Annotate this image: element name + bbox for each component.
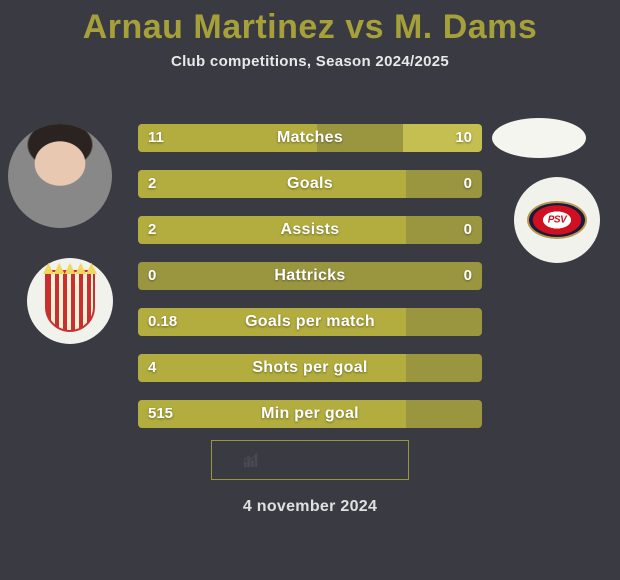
footer-site-badge[interactable]: FcTables.com: [211, 440, 409, 480]
stat-bar: 515Min per goal: [138, 400, 482, 428]
club-left-logo: [27, 258, 113, 344]
page-title: Arnau Martinez vs M. Dams: [0, 0, 620, 47]
footer-date: 4 november 2024: [0, 498, 620, 516]
psv-crest-icon: [527, 201, 587, 239]
player-right-photo: [492, 118, 586, 158]
stat-bar: 20Assists: [138, 216, 482, 244]
bar-label: Goals: [138, 170, 482, 198]
stat-bar: 20Goals: [138, 170, 482, 198]
bar-label: Goals per match: [138, 308, 482, 336]
footer-site-text: FcTables.com: [266, 450, 379, 470]
face-placeholder-icon: [8, 124, 112, 228]
stat-bar: 0.18Goals per match: [138, 308, 482, 336]
bar-label: Assists: [138, 216, 482, 244]
stat-bar: 1110Matches: [138, 124, 482, 152]
comparison-bars: 1110Matches 20Goals 20Assists 00Hattricks 0.…: [138, 124, 482, 446]
bar-label: Shots per goal: [138, 354, 482, 382]
club-right-logo: [514, 177, 600, 263]
bar-label: Min per goal: [138, 400, 482, 428]
bar-label: Matches: [138, 124, 482, 152]
chart-bars-icon: [242, 451, 260, 469]
girona-crest-icon: [45, 270, 95, 332]
stat-bar: 00Hattricks: [138, 262, 482, 290]
player-left-photo: [8, 124, 112, 228]
page-subtitle: Club competitions, Season 2024/2025: [0, 53, 620, 70]
stat-bar: 4Shots per goal: [138, 354, 482, 382]
bar-label: Hattricks: [138, 262, 482, 290]
